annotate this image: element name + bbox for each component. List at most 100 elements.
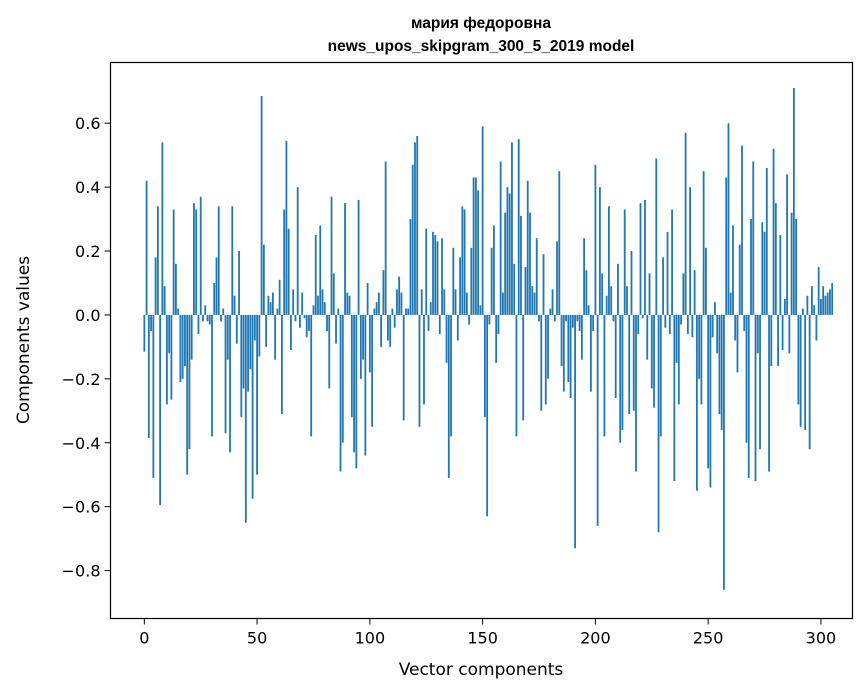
bar	[411, 164, 414, 315]
bar	[752, 161, 755, 315]
bar	[244, 314, 247, 523]
bar	[296, 187, 299, 315]
bar	[366, 282, 369, 315]
bar	[637, 314, 640, 335]
bar	[544, 314, 547, 405]
bar	[474, 177, 477, 315]
bar	[470, 247, 473, 315]
bar	[186, 314, 189, 475]
bar	[644, 199, 646, 315]
bar	[409, 219, 412, 315]
bar	[623, 209, 626, 315]
bar	[680, 314, 682, 325]
bar	[770, 314, 773, 367]
bar	[686, 314, 689, 335]
bar	[184, 314, 186, 367]
x-tick-label: 100	[355, 629, 386, 648]
bar	[443, 289, 446, 315]
bar	[305, 314, 308, 338]
bar	[820, 298, 822, 315]
bar	[436, 241, 439, 315]
bar	[553, 314, 556, 322]
bar	[535, 238, 538, 315]
bar	[267, 295, 270, 315]
bar	[235, 314, 238, 344]
bar	[486, 314, 489, 517]
bar	[538, 314, 540, 322]
bar	[341, 314, 344, 443]
bar	[808, 314, 811, 450]
bar	[691, 314, 694, 338]
bar	[477, 190, 480, 315]
bar	[317, 295, 319, 315]
bar	[734, 314, 737, 341]
bar	[346, 292, 349, 315]
bar	[632, 314, 635, 411]
chart-title: мария федоровна	[411, 15, 551, 32]
bar	[811, 286, 813, 315]
bar	[508, 193, 511, 315]
bar	[605, 295, 608, 315]
bar	[233, 295, 236, 315]
bar	[562, 314, 565, 392]
bar	[231, 206, 234, 315]
bar	[520, 215, 522, 315]
bar	[163, 286, 166, 315]
bar	[668, 314, 671, 335]
bar	[741, 145, 743, 315]
bar	[732, 225, 734, 315]
bar	[522, 314, 525, 421]
plot-frame	[109, 61, 854, 620]
bar	[657, 314, 660, 533]
bar	[425, 228, 428, 315]
bar	[511, 142, 513, 315]
x-tick-label: 250	[693, 629, 724, 648]
bar	[772, 148, 775, 315]
bar	[224, 314, 227, 434]
bar	[569, 314, 572, 399]
bar	[551, 289, 554, 315]
bar	[499, 161, 502, 315]
bar	[199, 196, 202, 315]
bar	[614, 314, 617, 399]
bar	[215, 257, 218, 315]
bar	[350, 314, 353, 418]
bar	[423, 314, 425, 405]
bar	[371, 314, 374, 427]
bar	[222, 308, 225, 315]
bar	[639, 203, 642, 315]
bar	[610, 286, 613, 315]
bar	[659, 314, 662, 437]
y-axis: −0.8 −0.6 −0.4 −0.2 0.0 0.2 0.4 0.6	[62, 114, 111, 581]
bar	[407, 308, 410, 315]
bar	[493, 225, 495, 315]
bar	[806, 295, 809, 315]
bar	[576, 314, 579, 322]
bar	[463, 209, 466, 315]
bar	[156, 206, 159, 315]
bar	[145, 180, 148, 315]
bar	[768, 314, 770, 472]
bar	[619, 314, 622, 443]
bar	[294, 314, 297, 322]
bar	[396, 289, 398, 315]
bar	[481, 126, 484, 315]
bar	[583, 238, 586, 315]
x-tick-label: 0	[139, 629, 149, 648]
bar	[339, 314, 342, 472]
bar	[720, 314, 723, 430]
bar	[202, 314, 204, 322]
bar	[344, 203, 346, 315]
x-axis-label: Vector components	[399, 660, 564, 680]
bar	[400, 292, 403, 315]
bar	[792, 88, 795, 315]
bar	[517, 139, 520, 315]
bar	[777, 314, 779, 367]
bar	[815, 314, 818, 341]
bar	[759, 314, 761, 450]
bar	[763, 231, 766, 315]
bar	[179, 314, 182, 383]
bar	[580, 314, 583, 360]
bar	[348, 295, 351, 315]
